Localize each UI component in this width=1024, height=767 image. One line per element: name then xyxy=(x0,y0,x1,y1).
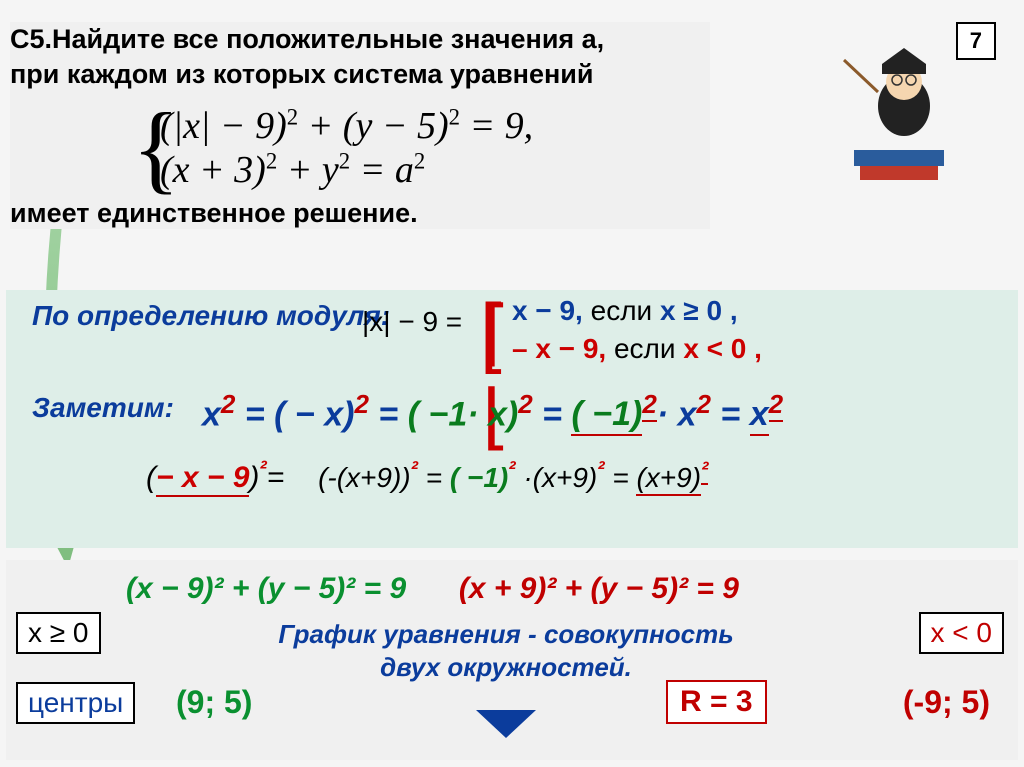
equation-1: (|x| − 9)2 + (y − 5)2 = 9, xyxy=(160,104,710,148)
title-line1: С5.Найдите все положительные значения а, xyxy=(10,22,710,57)
problem-statement: С5.Найдите все положительные значения а,… xyxy=(10,22,710,229)
modulus-lhs: |x| − 9 = xyxy=(362,306,462,338)
circle-eq-right: (x + 9)² + (y − 5)² = 9 xyxy=(459,572,739,605)
radius-box: R = 3 xyxy=(666,680,767,724)
graph-text-1: График уравнения - совокупность xyxy=(246,618,766,651)
condition-xge0: x ≥ 0 xyxy=(16,612,101,654)
case2-if: если xyxy=(614,333,683,364)
case2-cond: x < 0 , xyxy=(683,333,762,364)
circles-block: (x − 9)² + (y − 5)² = 9 (x + 9)² + (y − … xyxy=(6,560,1018,760)
expansion-row: (− x − 9)²= (-(x+9))² = ( −1)² ·(x+9)² =… xyxy=(146,456,1016,495)
equation-2: (x + 3)2 + y2 = a2 xyxy=(160,148,710,192)
expand-mid: (-(x+9))² = xyxy=(318,462,442,493)
graph-description: График уравнения - совокупность двух окр… xyxy=(246,618,766,683)
title-line3: имеет единственное решение. xyxy=(10,198,710,229)
centers-label: центры xyxy=(16,682,135,724)
expand-tail: ·(x+9)² = (x+9)² xyxy=(523,462,708,493)
expand-lhs: (− x − 9)²= xyxy=(146,461,284,494)
down-arrow-icon xyxy=(476,710,536,738)
circle-eq-left: (x − 9)² + (y − 5)² = 9 xyxy=(126,572,406,605)
modulus-explanation: По определению модуля: |x| − 9 = ⌈⌊ [ x … xyxy=(6,290,1018,548)
modulus-label: По определению модуля: xyxy=(32,300,390,331)
expand-sq1: ² xyxy=(508,457,515,482)
brace-icon: { xyxy=(132,98,180,198)
note-label: Заметим: xyxy=(32,392,174,423)
case-1: x − 9, если x ≥ 0 , xyxy=(512,292,762,330)
modulus-row: По определению модуля: |x| − 9 = ⌈⌊ [ x … xyxy=(32,300,1002,332)
expand-neg1: ( −1) xyxy=(450,462,508,493)
center-2: (-9; 5) xyxy=(903,684,990,721)
graph-text-2: двух окружностей. xyxy=(246,651,766,684)
case-2: – x − 9, если x < 0 , xyxy=(512,330,762,368)
equation-system: { (|x| − 9)2 + (y − 5)2 = 9, (x + 3)2 + … xyxy=(160,104,710,192)
note-row: Заметим: x2 = ( − x)2 = ( −1· x)2 = ( −1… xyxy=(32,392,1002,424)
condition-xlt0: x < 0 xyxy=(919,612,1004,654)
bracket-icon: [ xyxy=(480,286,502,377)
squared-chain: x2 = ( − x)2 = ( −1· x)2 = ( −1)2· x2 = … xyxy=(202,389,783,434)
professor-image xyxy=(834,30,964,190)
center-1: (9; 5) xyxy=(176,684,252,721)
title-line2: при каждом из которых система уравнений xyxy=(10,57,710,92)
circle-equations: (x − 9)² + (y − 5)² = 9 (x + 9)² + (y − … xyxy=(126,572,739,606)
case1-expr: x − 9, xyxy=(512,295,583,326)
case2-expr: – x − 9, xyxy=(512,333,606,364)
piecewise-cases: x − 9, если x ≥ 0 , – x − 9, если x < 0 … xyxy=(512,292,762,368)
case1-if: если xyxy=(591,295,660,326)
case1-cond: x ≥ 0 , xyxy=(660,295,738,326)
